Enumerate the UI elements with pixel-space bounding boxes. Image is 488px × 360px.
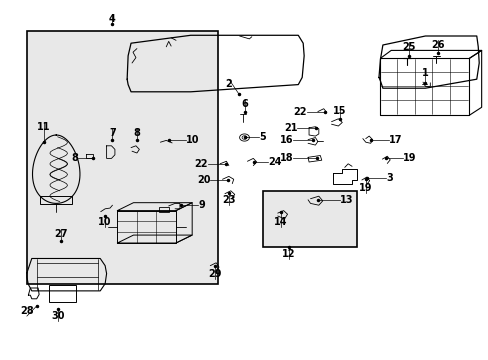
Text: 14: 14 — [274, 217, 287, 227]
Text: 24: 24 — [267, 157, 281, 167]
Text: 26: 26 — [430, 40, 444, 50]
Bar — [263, 191, 356, 247]
Text: 16: 16 — [279, 135, 293, 145]
Bar — [49, 285, 76, 302]
Text: 6: 6 — [241, 99, 247, 109]
Text: 18: 18 — [279, 153, 293, 163]
Text: 12: 12 — [281, 249, 295, 259]
Text: 3: 3 — [386, 173, 392, 183]
Text: 13: 13 — [339, 195, 353, 205]
Text: 7: 7 — [109, 128, 116, 138]
Text: 4: 4 — [109, 14, 116, 24]
Text: 21: 21 — [283, 123, 297, 133]
Text: 8: 8 — [133, 128, 140, 138]
Text: 19: 19 — [403, 153, 416, 163]
Text: 22: 22 — [293, 107, 306, 117]
Text: 11: 11 — [37, 122, 51, 132]
Text: 9: 9 — [198, 200, 204, 210]
Text: 22: 22 — [194, 159, 207, 169]
Text: 2: 2 — [225, 79, 232, 89]
Bar — [27, 31, 217, 284]
Text: 5: 5 — [259, 132, 265, 142]
Bar — [159, 207, 168, 212]
Bar — [40, 196, 72, 204]
Text: 28: 28 — [20, 306, 34, 316]
Text: 27: 27 — [54, 229, 68, 239]
Text: 17: 17 — [388, 135, 402, 145]
Text: 30: 30 — [51, 311, 64, 321]
Text: 1: 1 — [421, 68, 428, 78]
Text: 19: 19 — [358, 183, 372, 193]
Text: 20: 20 — [196, 175, 210, 185]
Text: 15: 15 — [332, 106, 346, 116]
Text: 23: 23 — [222, 195, 235, 205]
Text: 25: 25 — [401, 42, 415, 53]
Text: 8: 8 — [71, 153, 78, 163]
Text: 10: 10 — [185, 135, 199, 145]
Text: 29: 29 — [208, 269, 222, 279]
Text: 10: 10 — [98, 217, 112, 227]
